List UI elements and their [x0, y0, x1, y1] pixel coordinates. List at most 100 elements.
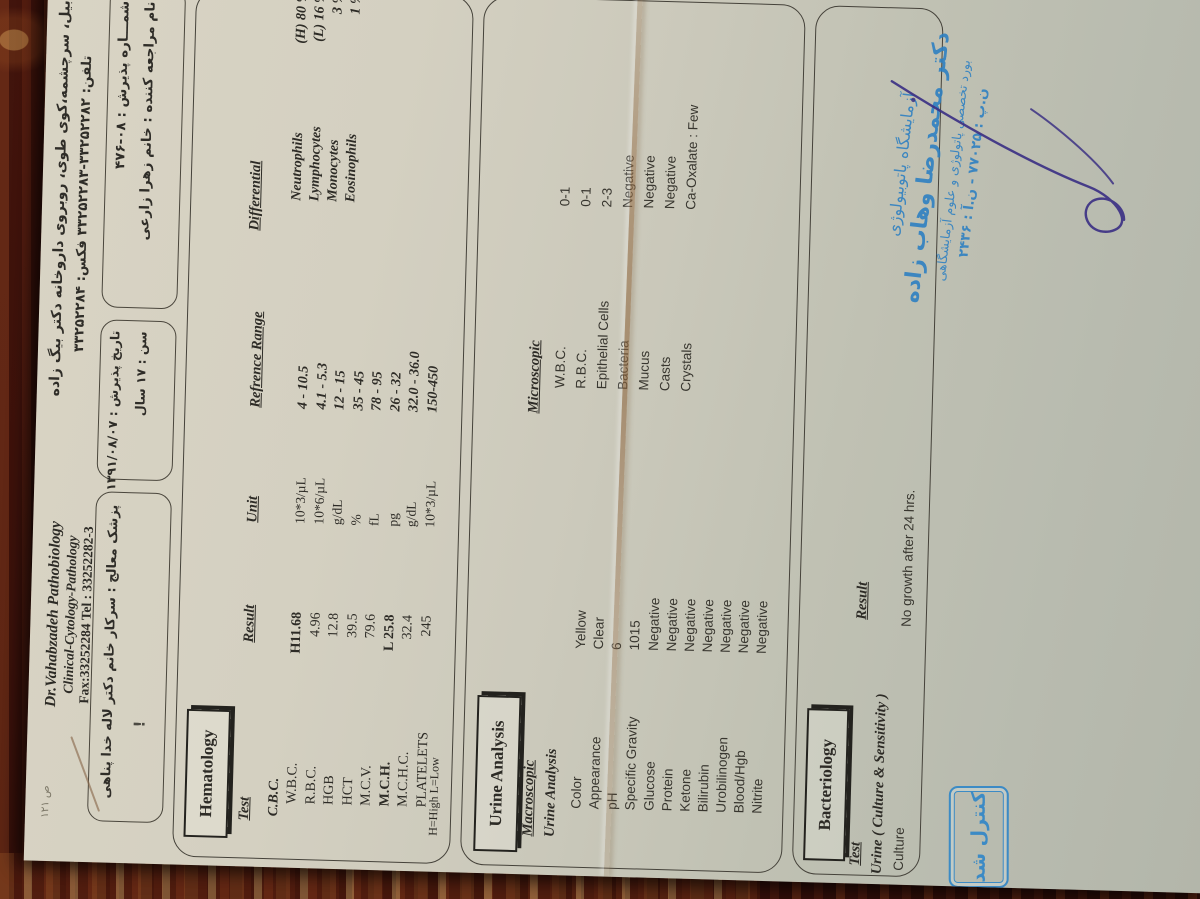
macro-label: Blood/Hgb: [731, 750, 749, 814]
lab-phone-farsi: تلفن: ۳۳۲۵۲۲۸۳-۳۳۲۵۲۲۸۲ فکس: ۳۳۲۵۲۲۸۴: [69, 0, 97, 427]
micro-value: 2-3: [599, 187, 615, 208]
macro-value: Negative: [645, 597, 663, 652]
test-name: HCT: [340, 777, 357, 806]
admission-number-line: شمـــاره پذیرش : ۴۷۶-۰۸: [108, 0, 133, 299]
micro-value: Negative: [641, 155, 658, 209]
stray-pen-mark: !: [130, 720, 149, 728]
urine-title: Urine Analysis: [485, 720, 508, 827]
diff-value-lymphocytes: (L) 16 %: [311, 0, 329, 43]
result-value: L 25.8: [381, 614, 398, 652]
reference-range: 35 - 45: [351, 370, 368, 411]
micro-value: Negative: [662, 155, 679, 210]
print-code: ص ۱۲۱: [38, 785, 52, 819]
control-stamp-text: کنترل شد: [967, 791, 990, 883]
col-header-test: Test: [235, 796, 253, 821]
hematology-title: Hematology: [196, 729, 218, 818]
fax-number: ۳۳۲۵۲۲۸۴: [70, 285, 89, 353]
macro-label: Specific Gravity: [622, 716, 640, 811]
report-document: ص ۱۲۱ Dr.Vahabzadeh Pathobiology Clinica…: [30, 0, 1200, 893]
patient-name-label: نام مراجعه کننده :: [139, 1, 159, 123]
patient-name: خانم زهرا زارعی: [136, 127, 156, 241]
hema-row-cbc: C.B.C.: [265, 4, 289, 871]
hema-row-mchc: M.C.H.C. 32.4 g/dL 32.0 - 36.0: [393, 8, 423, 875]
reference-range: 26 - 32: [388, 371, 405, 412]
bact-test-name: Urine ( Culture & Sensitivity ): [868, 693, 890, 875]
report-paper: ص ۱۲۱ Dr.Vahabzadeh Pathobiology Clinica…: [23, 0, 1200, 894]
phone-numbers: ۳۳۲۵۲۲۸۳-۳۳۲۵۲۲۸۲: [74, 97, 95, 236]
macro-value: Clear: [590, 616, 607, 650]
reference-range: 150-450: [425, 365, 442, 413]
admission-label: شمـــاره پذیرش :: [113, 0, 133, 118]
unit: 10*3/µL: [292, 476, 309, 525]
macro-label: Protein: [659, 768, 676, 812]
physician-name: سرکار خانم دکتر لاله خدا پناهی: [98, 596, 120, 799]
bact-result-header: Result: [853, 581, 871, 620]
date-age-capsule: تاریخ پذیرش : ۱۳۹۱/۰۸/۰۷ سن : ۱۷ سال: [96, 319, 177, 491]
doctor-signature: [890, 80, 1126, 233]
test-name: M.C.V.: [358, 765, 375, 807]
macro-value: Negative: [717, 599, 735, 654]
admission-date-line: تاریخ پذیرش : ۱۳۹۱/۰۸/۰۷: [103, 330, 123, 491]
patient-id-capsule: شمـــاره پذیرش : ۴۷۶-۰۸ نام مراجعه کننده…: [101, 0, 187, 310]
test-name: C.B.C.: [266, 777, 283, 817]
reference-range: 12 - 15: [332, 370, 349, 411]
macro-value: Negative: [735, 599, 753, 654]
micro-label: R.B.C.: [573, 348, 590, 389]
macro-label: Color: [568, 776, 585, 809]
macro-value: Negative: [663, 597, 681, 652]
result-value: 12.8: [326, 612, 342, 638]
test-name: M.C.H.: [377, 761, 394, 807]
bacteriology-title: Bacteriology: [814, 738, 837, 831]
col-header-range: Refrence Range: [247, 311, 267, 408]
diff-name-lymphocytes: Lymphocytes: [307, 126, 325, 202]
macro-label: Urobilinogen: [713, 736, 731, 814]
fax-label: فکس:: [72, 239, 91, 282]
col-header-differential: Differential: [246, 160, 265, 231]
result-value: 32.4: [400, 614, 416, 640]
unit: fL: [366, 513, 382, 527]
diff-name-eosinophils: Eosinophils: [343, 133, 361, 203]
test-name: W.B.C.: [284, 762, 301, 805]
result-value: H11.68: [288, 611, 305, 654]
diff-value-monocytes: 3 %: [330, 0, 347, 15]
micro-value: 0-1: [557, 186, 573, 207]
unit: 10*3/µL: [422, 480, 439, 528]
physician-capsule: پزشک معالج : سرکار خانم دکتر لاله خدا پن…: [86, 491, 173, 824]
reference-range: 78 - 95: [369, 371, 386, 412]
diff-value-eosinophils: 1 %: [348, 0, 365, 15]
test-name: HGB: [321, 775, 338, 806]
date-label: تاریخ پذیرش :: [105, 330, 123, 417]
macro-label: Bilirubin: [695, 764, 712, 813]
hematology-section: Hematology Test Result Unit Refrence Ran…: [171, 0, 475, 865]
unit: g/dL: [403, 501, 419, 528]
macro-label: Appearance: [586, 736, 604, 810]
macro-value: Negative: [699, 598, 717, 653]
macroscopic-subheading: Urine Analysis: [541, 748, 561, 838]
bact-row-label: Culture: [890, 827, 907, 871]
reference-range: 4.1 - 5.3: [314, 362, 331, 410]
high-low-legend: H=High L=Low: [425, 757, 442, 836]
col-header-unit: Unit: [244, 495, 261, 523]
hema-row-mch: M.C.H. L 25.8 pg 26 - 32: [375, 8, 404, 875]
macro-label: Glucose: [641, 761, 658, 811]
unit: %: [348, 514, 364, 526]
unit: g/dL: [329, 499, 345, 526]
admission-date: ۱۳۹۱/۰۸/۰۷: [103, 420, 121, 491]
hema-row-platelets: PLATELETS 245 10*3/µL 150-450: [412, 9, 441, 876]
micro-label: Epithelial Cells: [594, 300, 612, 390]
test-name: M.C.H.C.: [395, 751, 412, 808]
physician-line: پزشک معالج : سرکار خانم دکتر لاله خدا پن…: [98, 505, 121, 813]
signature-dot: [911, 97, 916, 103]
micro-value: Ca-Oxalate : Few: [683, 104, 702, 210]
test-name: R.B.C.: [303, 765, 320, 805]
macroscopic-heading: Macroscopic: [519, 759, 538, 837]
bacteriology-title-box: Bacteriology: [803, 708, 850, 862]
phone-label: تلفن:: [78, 55, 96, 94]
unit: pg: [385, 512, 401, 527]
bact-result-value: No growth after 24 hrs.: [898, 489, 918, 628]
micro-label: Casts: [657, 356, 674, 392]
col-header-result: Result: [240, 604, 258, 643]
result-value: 39.5: [345, 613, 361, 639]
bact-test-header: Test: [846, 841, 864, 866]
hematology-title-box: Hematology: [183, 708, 232, 839]
